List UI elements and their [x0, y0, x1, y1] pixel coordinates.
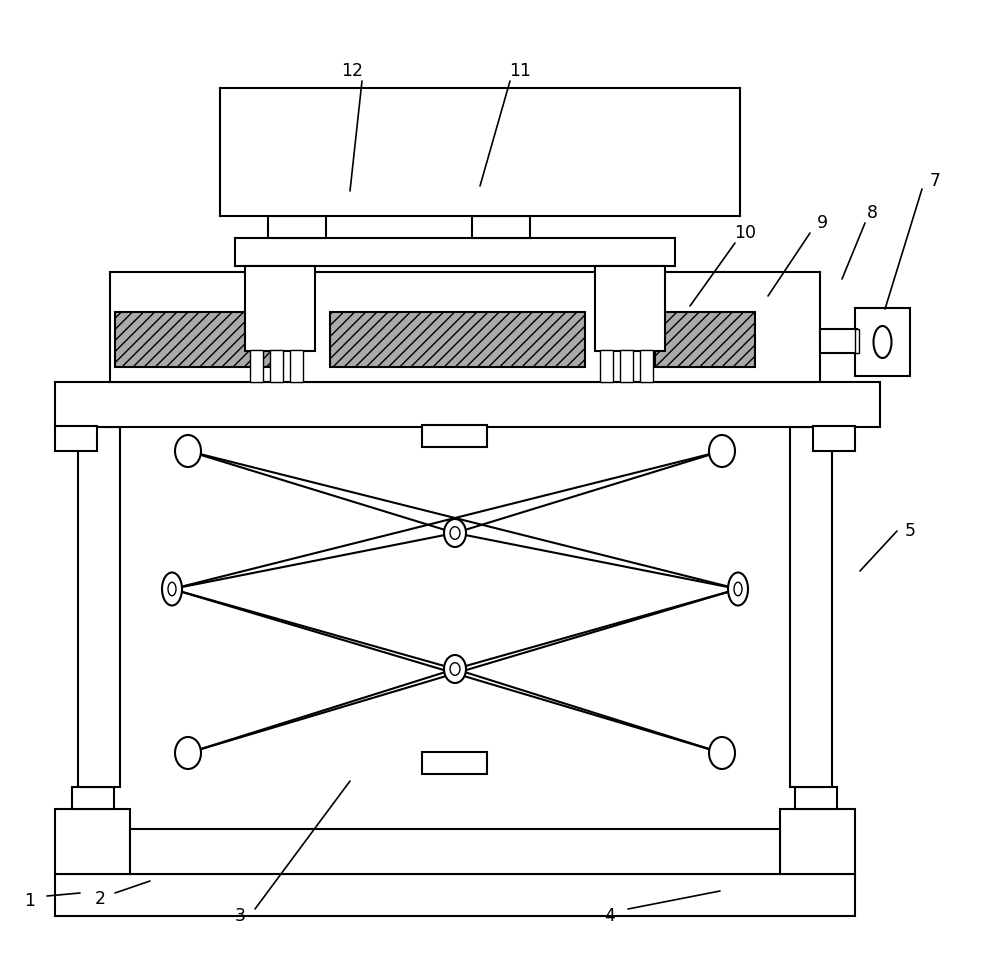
Bar [55, 426, 97, 451]
Bar [220, 88, 740, 216]
Bar [268, 216, 326, 238]
Bar [813, 426, 855, 451]
Bar [55, 382, 880, 427]
Bar [855, 308, 910, 376]
Text: 8: 8 [867, 204, 878, 222]
Ellipse shape [175, 435, 201, 467]
Bar [290, 350, 303, 382]
Bar [130, 829, 780, 874]
Ellipse shape [444, 519, 466, 547]
Ellipse shape [709, 737, 735, 769]
Text: 12: 12 [341, 62, 363, 80]
Ellipse shape [168, 582, 176, 596]
Bar [330, 312, 585, 367]
Bar [655, 312, 755, 367]
Bar [790, 427, 832, 787]
Bar [620, 350, 633, 382]
Ellipse shape [728, 573, 748, 605]
Ellipse shape [874, 326, 892, 358]
Bar [780, 809, 855, 874]
Text: 10: 10 [734, 224, 756, 242]
Bar [115, 312, 283, 367]
Text: 4: 4 [605, 907, 615, 925]
Ellipse shape [175, 737, 201, 769]
Bar [270, 350, 283, 382]
Ellipse shape [162, 573, 182, 605]
Ellipse shape [709, 435, 735, 467]
Bar [235, 238, 675, 266]
Ellipse shape [734, 582, 742, 596]
Text: 2: 2 [94, 890, 106, 908]
Text: 7: 7 [930, 172, 940, 190]
Bar [245, 266, 315, 351]
Bar [55, 809, 130, 874]
Ellipse shape [444, 655, 466, 683]
Bar [795, 787, 837, 809]
Bar [855, 329, 859, 353]
Bar [600, 350, 613, 382]
Bar [72, 787, 114, 809]
Text: 1: 1 [24, 892, 36, 910]
Bar [422, 425, 487, 447]
Bar [820, 329, 857, 353]
Bar [55, 874, 855, 916]
Ellipse shape [450, 527, 460, 539]
Bar [595, 266, 665, 351]
Text: 5: 5 [904, 522, 916, 540]
Bar [110, 272, 820, 382]
Text: 3: 3 [234, 907, 246, 925]
Ellipse shape [450, 663, 460, 676]
Bar [640, 350, 653, 382]
Text: 11: 11 [509, 62, 531, 80]
Bar [250, 350, 263, 382]
Bar [422, 752, 487, 774]
Text: 9: 9 [816, 214, 828, 232]
Bar [472, 216, 530, 238]
Bar [78, 427, 120, 787]
